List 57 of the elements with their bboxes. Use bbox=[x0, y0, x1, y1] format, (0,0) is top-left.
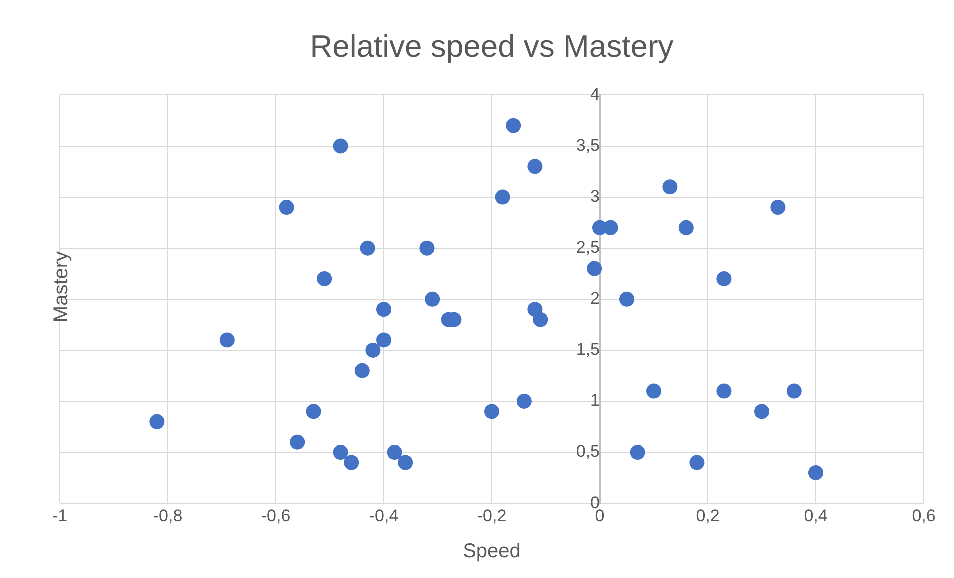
point bbox=[376, 302, 392, 318]
point bbox=[630, 445, 646, 460]
point bbox=[528, 159, 543, 174]
point bbox=[220, 332, 235, 348]
point bbox=[495, 190, 510, 205]
point bbox=[770, 200, 786, 216]
point bbox=[808, 465, 824, 480]
point bbox=[646, 384, 662, 399]
point bbox=[678, 220, 694, 236]
point bbox=[366, 342, 381, 358]
point bbox=[398, 455, 414, 470]
y-tick-label: 1 bbox=[590, 391, 600, 410]
x-tick-label: -0,6 bbox=[261, 506, 291, 526]
y-tick-label: 3 bbox=[590, 186, 600, 206]
point bbox=[333, 445, 348, 460]
point bbox=[690, 455, 705, 470]
point bbox=[484, 404, 500, 420]
point bbox=[533, 312, 548, 328]
point bbox=[754, 404, 770, 420]
point bbox=[306, 404, 322, 420]
x-tick-label: -1 bbox=[52, 506, 68, 526]
point bbox=[344, 455, 360, 470]
x-tick-label: -0,2 bbox=[477, 506, 507, 526]
chart-title: Relative speed vs Mastery bbox=[310, 29, 674, 64]
point bbox=[506, 118, 522, 134]
y-tick-label: 0,5 bbox=[576, 442, 600, 462]
point bbox=[716, 384, 732, 399]
point bbox=[786, 384, 802, 399]
x-tick-label: 0,2 bbox=[696, 506, 720, 526]
point bbox=[603, 220, 618, 236]
x-tick-label: 0,6 bbox=[912, 506, 936, 526]
y-tick-label: 2,5 bbox=[576, 238, 600, 258]
point bbox=[425, 292, 440, 307]
point bbox=[716, 271, 732, 286]
point bbox=[620, 292, 634, 307]
point bbox=[290, 434, 306, 450]
y-tick-label: 2 bbox=[590, 289, 600, 308]
point bbox=[354, 363, 370, 378]
point bbox=[662, 180, 678, 195]
x-tick-label: 0,4 bbox=[804, 506, 828, 526]
y-axis-title: Mastery bbox=[50, 251, 74, 323]
point bbox=[420, 240, 435, 256]
point bbox=[376, 332, 392, 348]
y-tick-label: 4 bbox=[590, 84, 600, 104]
point bbox=[279, 200, 294, 216]
y-tick-label: 3,5 bbox=[576, 136, 600, 155]
point bbox=[333, 138, 348, 154]
point bbox=[387, 445, 402, 460]
x-axis-title: Speed bbox=[463, 540, 521, 563]
x-tick-label: -0,8 bbox=[153, 506, 183, 526]
x-tick-label: -0,4 bbox=[369, 506, 399, 526]
point bbox=[587, 261, 602, 276]
y-tick-label: 1,5 bbox=[576, 340, 600, 360]
point bbox=[150, 414, 165, 430]
point bbox=[317, 271, 332, 286]
point bbox=[516, 394, 532, 409]
point bbox=[360, 240, 376, 256]
